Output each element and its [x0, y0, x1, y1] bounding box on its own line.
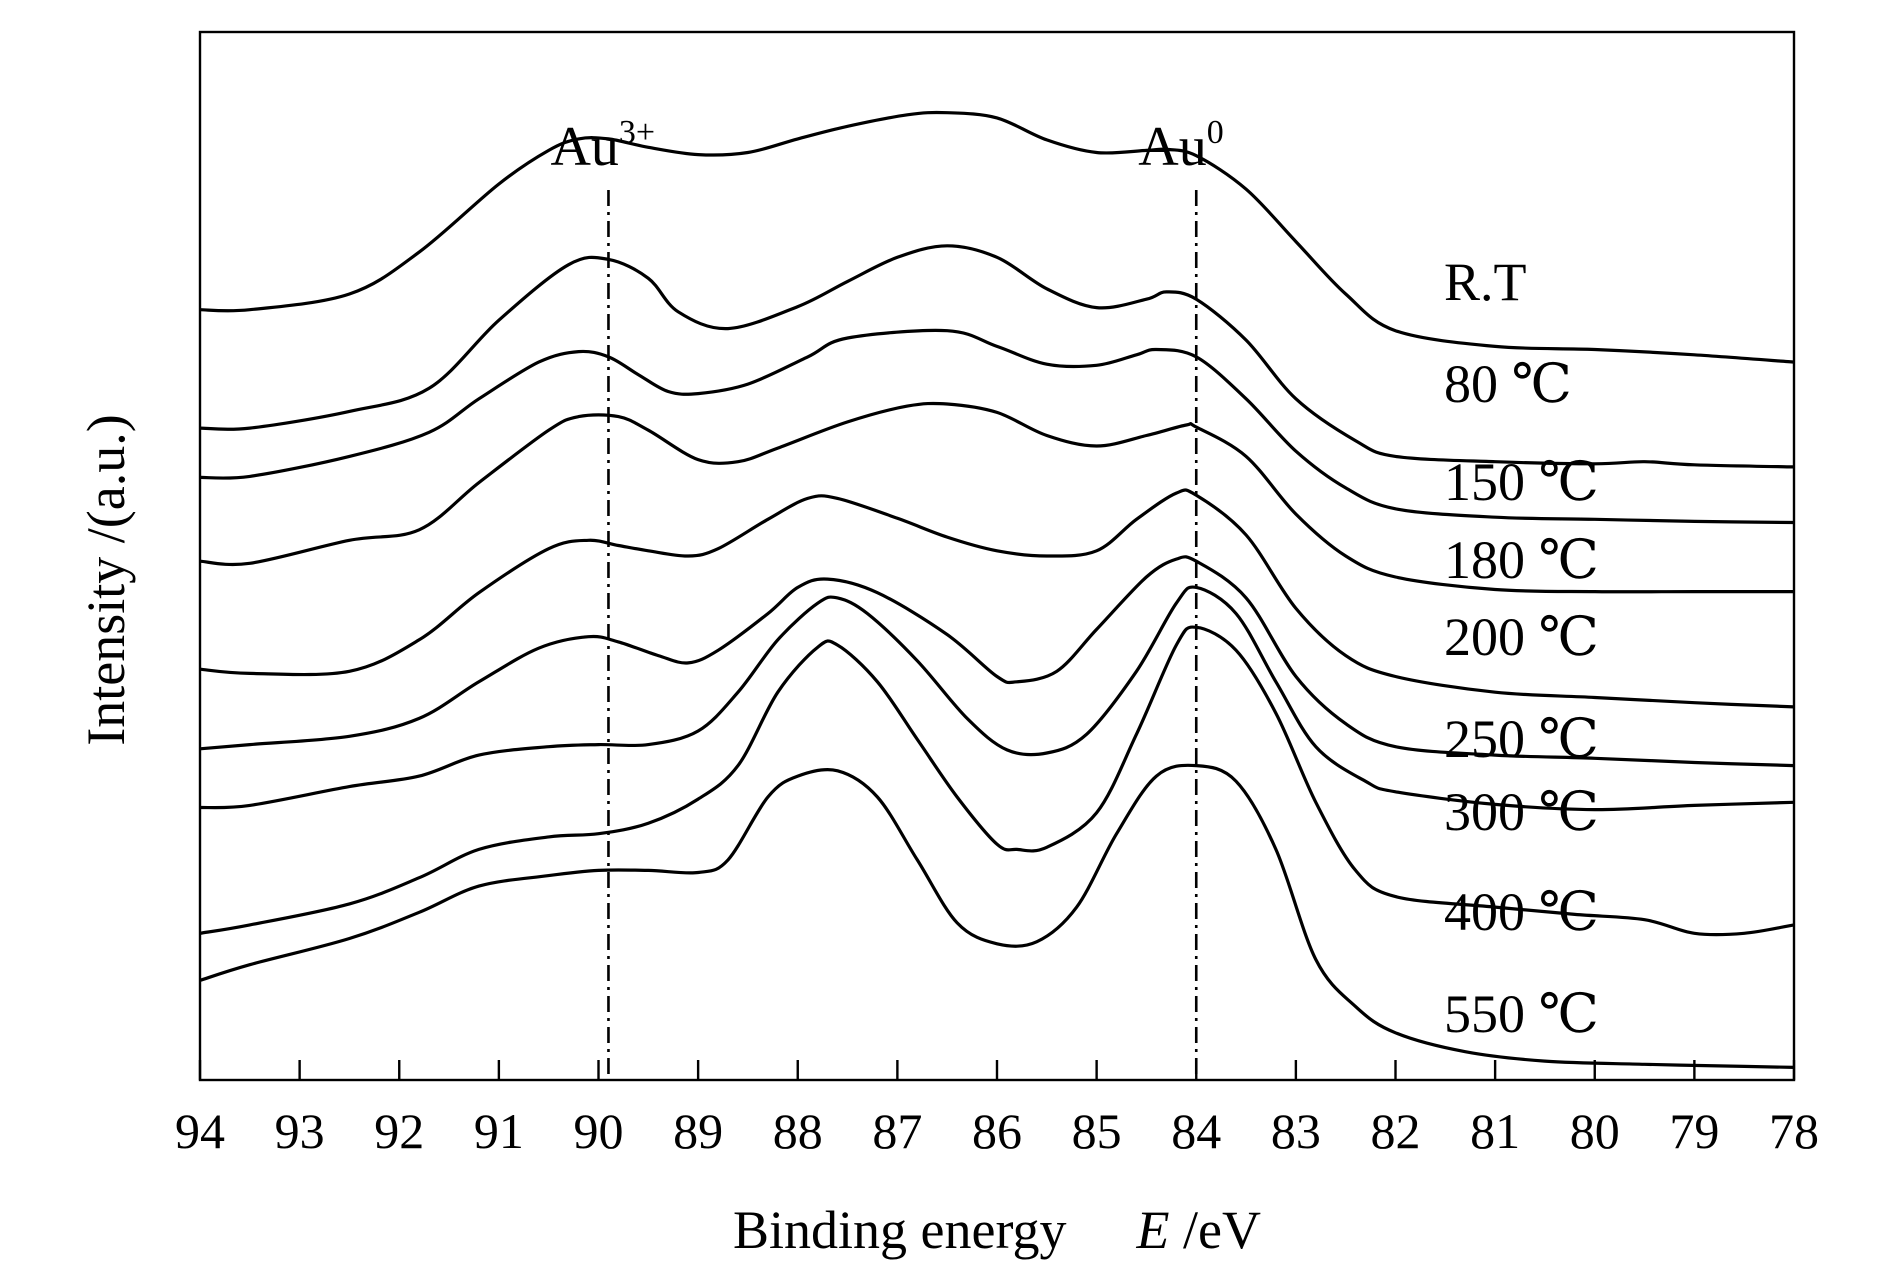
series-label-1: 80 ℃	[1444, 354, 1572, 414]
y-axis-label: Intensity /(a.u.)	[76, 414, 136, 745]
x-tick-label-3: 91	[474, 1103, 524, 1159]
series-label-6: 300 ℃	[1444, 782, 1599, 842]
x-tick-label-8: 86	[972, 1103, 1022, 1159]
series-label-5: 250 ℃	[1444, 709, 1599, 769]
x-tick-label-10: 84	[1171, 1103, 1221, 1159]
series-label-2: 150 ℃	[1444, 452, 1599, 512]
series-label-7: 400 ℃	[1444, 882, 1599, 942]
peak-label-1: Au0	[1138, 114, 1223, 178]
x-tick-label-0: 94	[175, 1103, 225, 1159]
x-tick-label-4: 90	[574, 1103, 624, 1159]
x-tick-label-9: 85	[1072, 1103, 1122, 1159]
series-curve-8	[199, 763, 1795, 1069]
x-tick-label-7: 87	[872, 1103, 922, 1159]
x-tick-label-16: 78	[1769, 1103, 1819, 1159]
series-label-8: 550 ℃	[1444, 984, 1599, 1044]
x-tick-label-11: 83	[1271, 1103, 1321, 1159]
x-tick-label-14: 80	[1570, 1103, 1620, 1159]
x-axis-ticks: 94 93 92 91 90 89 88 87 86 85 84 83 82 81 80 79 78	[175, 1060, 1819, 1159]
x-tick-label-2: 92	[374, 1103, 424, 1159]
x-tick-label-12: 82	[1371, 1103, 1421, 1159]
x-tick-label-13: 81	[1470, 1103, 1520, 1159]
reference-lines	[607, 190, 1198, 1080]
x-axis-label: Binding energy E /eV	[733, 1200, 1261, 1260]
x-tick-label-1: 93	[275, 1103, 325, 1159]
series-curve-3	[199, 401, 1794, 594]
peak-label-0: Au3+	[550, 114, 655, 178]
series-curve-1	[199, 244, 1795, 469]
series-curve-2	[199, 328, 1795, 525]
series-curve-5	[199, 555, 1795, 768]
x-tick-label-6: 88	[773, 1103, 823, 1159]
x-tick-label-5: 89	[673, 1103, 723, 1159]
peak-annotations: Au3+ Au0	[550, 114, 1223, 178]
series-curve-0	[199, 110, 1795, 364]
series-label-4: 200 ℃	[1444, 607, 1599, 667]
series-curve-6	[199, 585, 1795, 812]
series-label-0: R.T	[1444, 252, 1527, 312]
series-label-3: 180 ℃	[1444, 530, 1599, 590]
x-tick-label-15: 79	[1669, 1103, 1719, 1159]
series-curves	[199, 110, 1795, 1069]
series-curve-4	[199, 488, 1795, 709]
series-labels: R.T 80 ℃ 150 ℃ 180 ℃ 200 ℃ 250 ℃ 300 ℃ 400 ℃ 550…	[1444, 252, 1599, 1044]
series-curve-7	[199, 625, 1795, 937]
